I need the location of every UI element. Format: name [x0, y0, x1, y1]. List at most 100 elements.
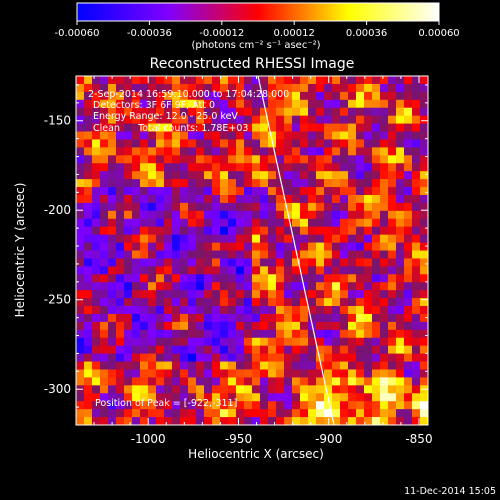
heatmap-cell: [380, 393, 389, 402]
heatmap-cell: [212, 361, 221, 371]
heatmap-cell: [412, 131, 421, 141]
heatmap-cell: [164, 202, 173, 212]
heatmap-cell: [420, 313, 428, 323]
heatmap-cell: [100, 258, 109, 267]
heatmap-cell: [172, 99, 181, 109]
heatmap-cell: [332, 409, 341, 418]
heatmap-cell: [276, 258, 285, 267]
heatmap-cell: [268, 194, 277, 204]
heatmap-cell: [236, 76, 245, 85]
heatmap-cell: [244, 321, 253, 331]
heatmap-cell: [260, 226, 269, 236]
heatmap-cell: [92, 179, 101, 188]
heatmap-cell: [156, 345, 165, 355]
heatmap-cell: [372, 250, 381, 260]
heatmap-cell: [284, 266, 293, 275]
heatmap-cell: [156, 242, 165, 252]
heatmap-cell: [324, 202, 333, 212]
heatmap-cell: [148, 377, 157, 386]
heatmap-cell: [356, 337, 365, 347]
heatmap-cell: [196, 353, 205, 363]
heatmap-cell: [188, 226, 197, 236]
heatmap-cell: [172, 290, 181, 299]
heatmap-cell: [180, 234, 189, 244]
heatmap-cell: [268, 417, 277, 425]
heatmap-cell: [204, 202, 213, 212]
heatmap-cell: [220, 385, 229, 394]
heatmap-cell: [372, 155, 381, 164]
heatmap-cell: [132, 99, 141, 109]
heatmap-cell: [172, 218, 181, 228]
heatmap-cell: [388, 353, 397, 363]
heatmap-cell: [308, 377, 317, 386]
x-tick-label: -950: [225, 432, 252, 446]
heatmap-cell: [396, 282, 405, 291]
heatmap-cell: [332, 115, 341, 125]
heatmap-cell: [188, 83, 197, 93]
heatmap-cell: [252, 266, 261, 275]
heatmap-cell: [396, 76, 405, 85]
heatmap-cell: [276, 83, 285, 93]
heatmap-cell: [244, 250, 253, 260]
heatmap-cell: [172, 266, 181, 275]
heatmap-cell: [228, 250, 237, 260]
heatmap-cell: [164, 369, 173, 379]
heatmap-cell: [212, 306, 221, 315]
heatmap-cell: [84, 298, 93, 307]
heatmap-cell: [100, 417, 109, 425]
heatmap-cell: [348, 266, 357, 275]
heatmap-cell: [172, 139, 181, 148]
heatmap-cell: [348, 147, 357, 156]
heatmap-cell: [84, 345, 93, 355]
heatmap-cell: [364, 194, 373, 204]
heatmap-cell: [396, 194, 405, 204]
heatmap-cell: [220, 155, 229, 164]
heatmap-cell: [348, 163, 357, 172]
heatmap-cell: [372, 187, 381, 196]
heatmap-cell: [228, 187, 237, 196]
heatmap-cell: [316, 290, 325, 299]
heatmap-cell: [356, 210, 365, 220]
y-tick-label: -200: [44, 203, 71, 217]
heatmap-cell: [252, 202, 261, 212]
heatmap-cell: [268, 321, 277, 331]
heatmap-cell: [300, 321, 309, 331]
heatmap-cell: [148, 107, 157, 117]
heatmap-cell: [164, 385, 173, 394]
heatmap-cell: [420, 76, 428, 85]
heatmap-cell: [388, 250, 397, 260]
heatmap-cell: [300, 139, 309, 148]
heatmap-cell: [140, 274, 149, 283]
heatmap-cell: [372, 258, 381, 267]
heatmap-cell: [220, 226, 229, 236]
heatmap-cell: [244, 290, 253, 299]
heatmap-cell: [388, 76, 397, 85]
heatmap-cell: [188, 155, 197, 164]
heatmap-cell: [164, 266, 173, 275]
heatmap-cell: [92, 210, 101, 220]
heatmap-cell: [404, 234, 413, 244]
heatmap-cell: [316, 194, 325, 204]
heatmap-cell: [276, 321, 285, 331]
heatmap-cell: [124, 131, 133, 141]
heatmap-cell: [340, 83, 349, 93]
heatmap-cell: [180, 401, 189, 410]
heatmap-cell: [332, 234, 341, 244]
heatmap-cell: [228, 313, 237, 323]
heatmap-cell: [100, 99, 109, 109]
heatmap-cell: [284, 337, 293, 347]
heatmap-cell: [420, 163, 428, 172]
heatmap-cell: [244, 393, 253, 402]
heatmap-cell: [220, 401, 229, 410]
heatmap-cell: [412, 353, 421, 363]
heatmap-cell: [340, 306, 349, 315]
heatmap-cell: [396, 91, 405, 101]
heatmap-cell: [196, 266, 205, 275]
heatmap-cell: [364, 171, 373, 180]
heatmap-cell: [380, 282, 389, 291]
heatmap-cell: [212, 337, 221, 347]
heatmap-cell: [76, 393, 85, 402]
heatmap-cell: [388, 417, 397, 425]
heatmap-cell: [108, 139, 117, 148]
heatmap-cell: [380, 91, 389, 101]
